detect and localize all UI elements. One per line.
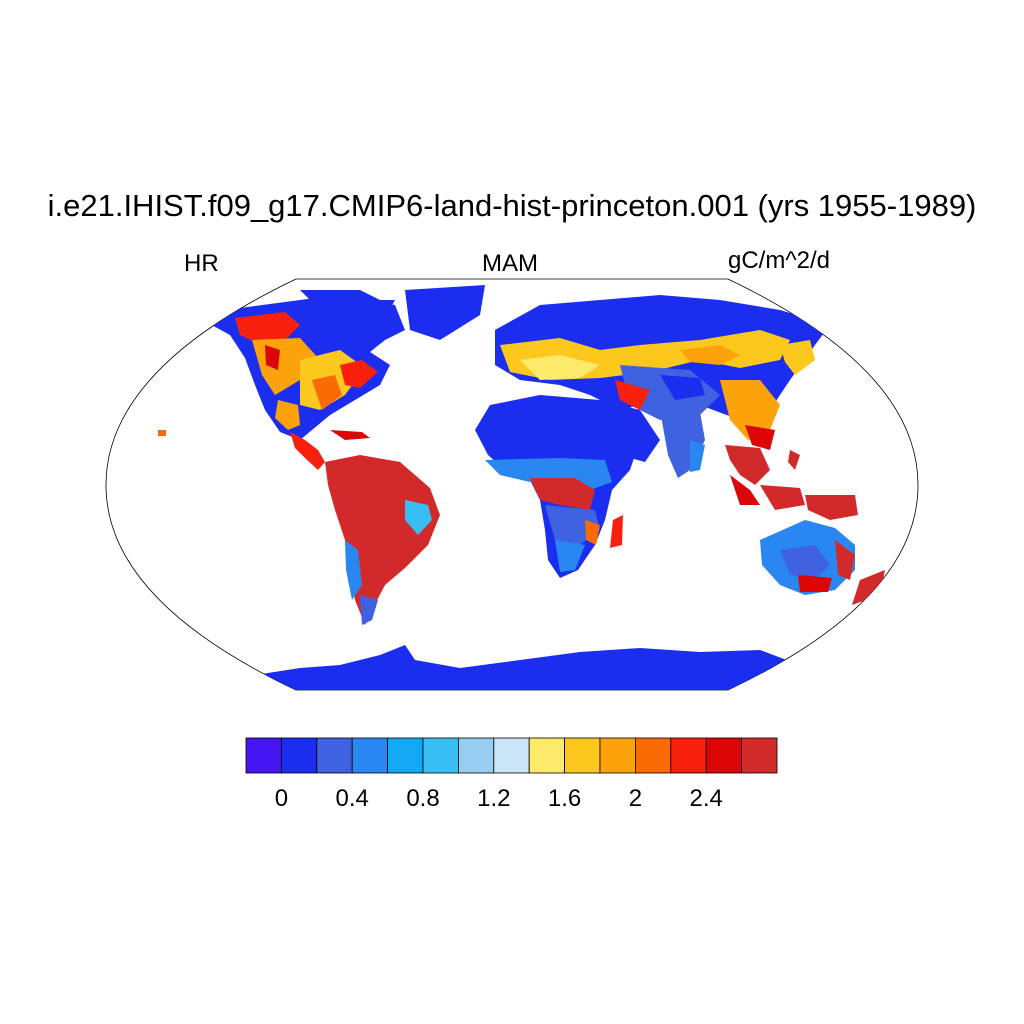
eurasia	[495, 295, 830, 450]
colorbar-tick-label: 0.8	[406, 785, 439, 812]
colorbar-swatch	[387, 737, 424, 774]
africa	[475, 395, 635, 578]
units-label: gC/m^2/d	[728, 247, 830, 274]
variable-label: HR	[184, 250, 219, 277]
colorbar-swatch	[635, 737, 672, 774]
colorbar-swatch	[564, 737, 601, 774]
colorbar-tick-labels: 0 0.4 0.8 1.2 1.6 2 2.4	[275, 785, 723, 812]
antarctica	[255, 645, 800, 690]
season-label: MAM	[482, 250, 538, 277]
colorbar-swatch	[528, 737, 566, 774]
southeast-asia	[725, 445, 858, 520]
colorbar-swatch	[422, 737, 459, 774]
colorbar-swatch	[493, 737, 530, 774]
colorbar-swatch	[280, 737, 318, 774]
colorbar-tick-label: 0	[275, 785, 288, 812]
colorbar-swatch	[599, 737, 636, 774]
north-america	[206, 285, 485, 440]
colorbar-tick-label: 2.4	[690, 785, 723, 812]
colorbar-tick-label: 2	[629, 785, 642, 812]
colorbar-tick-label: 1.6	[548, 785, 581, 812]
colorbar-swatch	[245, 737, 282, 774]
central-america	[158, 430, 370, 470]
colorbar-swatches	[245, 737, 778, 774]
colorbar-swatch	[705, 737, 743, 774]
middle-east-india	[600, 400, 705, 478]
colorbar-swatch	[741, 737, 778, 774]
australia	[760, 520, 885, 605]
colorbar-tick-label: 0.4	[336, 785, 369, 812]
colorbar-swatch	[457, 737, 495, 774]
colorbar-tick-label: 1.2	[477, 785, 510, 812]
map-title: i.e21.IHIST.f09_g17.CMIP6-land-hist-prin…	[47, 188, 977, 223]
south-america	[325, 455, 440, 625]
colorbar-swatch	[316, 737, 353, 774]
colorbar-swatch	[670, 737, 707, 774]
colorbar-swatch	[351, 737, 389, 774]
